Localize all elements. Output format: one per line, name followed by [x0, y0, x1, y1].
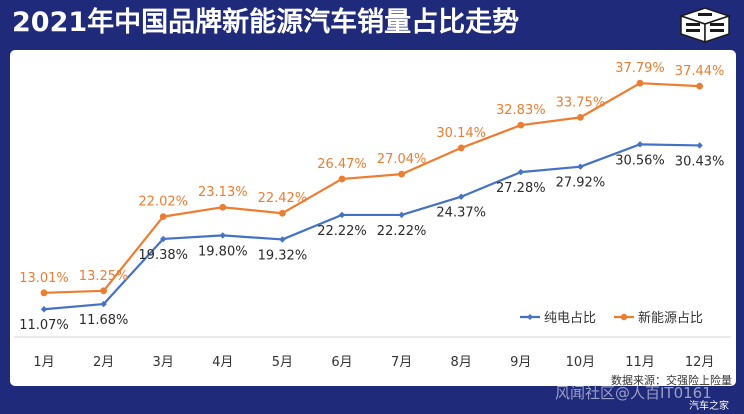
data-point — [577, 113, 584, 121]
watermark-text: 风闻社区@人百IT0161 — [555, 384, 712, 402]
series-line — [43, 82, 700, 294]
data-label: 22.22% — [377, 224, 427, 239]
chart-panel — [10, 50, 736, 386]
data-label: 26.47% — [317, 157, 367, 172]
legend-marker — [620, 313, 628, 321]
legend-label: 新能源占比 — [638, 310, 703, 326]
data-label: 22.22% — [317, 224, 367, 239]
data-point — [100, 287, 107, 295]
source-note: 数据来源：交强险上险量 — [611, 373, 732, 387]
x-tick-label: 11月 — [625, 355, 655, 370]
data-label: 30.43% — [675, 154, 725, 169]
data-point — [636, 141, 644, 148]
x-tick-label: 3月 — [153, 355, 174, 370]
data-label: 19.38% — [138, 248, 188, 263]
x-tick-label: 1月 — [33, 355, 54, 370]
x-tick-label: 4月 — [212, 355, 233, 370]
data-label: 27.92% — [556, 176, 606, 191]
data-label: 11.07% — [19, 318, 69, 333]
x-tick-label: 6月 — [331, 355, 352, 370]
data-label: 27.04% — [377, 152, 427, 167]
data-label: 13.01% — [19, 271, 69, 286]
data-label: 19.32% — [258, 248, 308, 263]
data-label: 23.13% — [198, 185, 248, 200]
data-point — [517, 168, 524, 176]
data-label: 37.44% — [675, 64, 725, 79]
legend-marker — [527, 314, 533, 320]
watermark-subtext: 汽车之家 — [689, 401, 729, 412]
data-label: 19.80% — [198, 244, 248, 259]
data-point — [696, 82, 703, 90]
data-label: 22.42% — [258, 191, 308, 206]
data-point — [696, 142, 703, 149]
data-label: 30.14% — [436, 126, 486, 141]
data-point — [279, 209, 286, 217]
data-label: 30.56% — [615, 153, 665, 168]
data-point — [636, 79, 644, 87]
data-point — [458, 193, 465, 200]
data-point — [577, 163, 584, 170]
data-point — [517, 121, 525, 129]
x-tick-label: 7月 — [391, 355, 412, 370]
data-label: 13.25% — [79, 269, 129, 284]
data-label: 11.68% — [79, 313, 129, 328]
data-point — [338, 175, 346, 183]
data-point — [40, 289, 48, 297]
data-point — [398, 170, 405, 178]
data-label: 37.79% — [615, 61, 665, 76]
x-tick-label: 10月 — [566, 355, 596, 370]
data-point — [100, 300, 107, 308]
series-line — [43, 143, 700, 311]
data-point — [159, 213, 167, 221]
data-point — [219, 203, 227, 211]
page-title: 2021年中国品牌新能源汽车销量占比走势 — [12, 7, 520, 38]
x-tick-label: 12月 — [685, 355, 715, 370]
x-tick-label: 2月 — [93, 355, 114, 370]
data-point — [279, 236, 286, 243]
data-point — [160, 235, 167, 243]
data-point — [457, 144, 465, 152]
data-point — [338, 211, 346, 219]
data-point — [40, 306, 48, 313]
x-tick-label: 5月 — [272, 355, 293, 370]
data-label: 32.83% — [496, 103, 546, 118]
data-label: 33.75% — [556, 95, 606, 110]
legend-label: 纯电占比 — [544, 311, 596, 326]
data-label: 24.37% — [436, 206, 486, 221]
x-tick-label: 8月 — [451, 355, 472, 370]
data-label: 22.02% — [138, 195, 188, 210]
cube-logo-icon — [678, 7, 732, 44]
data-label: 27.28% — [496, 181, 546, 196]
x-tick-label: 9月 — [510, 355, 531, 370]
data-point — [398, 211, 405, 219]
data-point — [219, 232, 226, 239]
